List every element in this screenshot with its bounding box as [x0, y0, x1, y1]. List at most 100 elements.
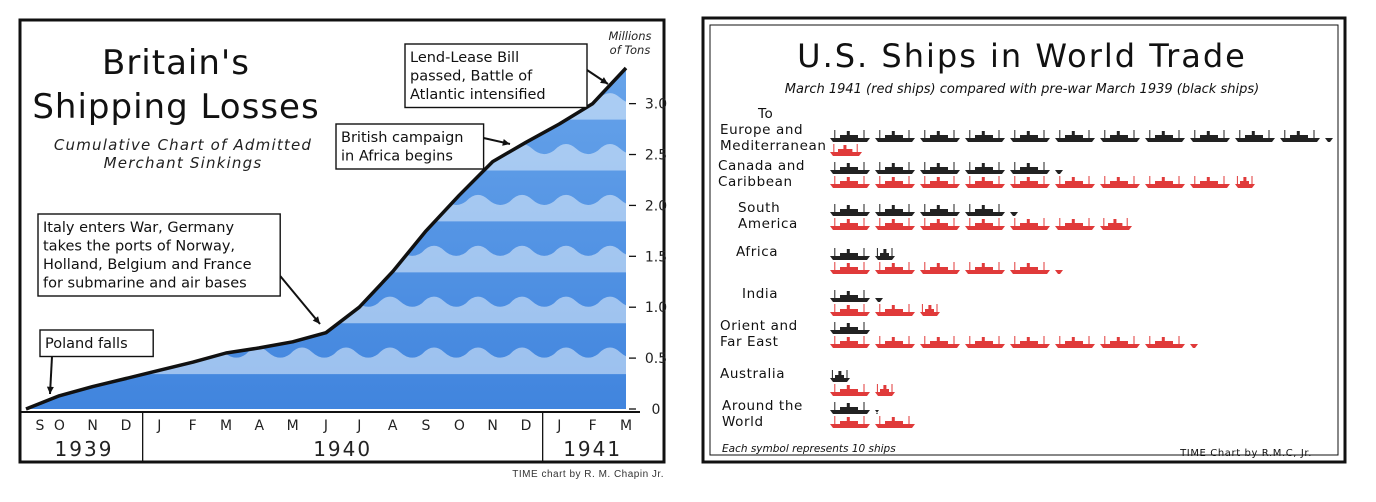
ship-symbol [1145, 336, 1185, 348]
ship-symbol [830, 402, 870, 414]
annotation-text: passed, Battle of [410, 69, 533, 85]
category-label: Orient and [720, 318, 798, 334]
ship-symbol [920, 162, 960, 174]
ship-symbol [1235, 130, 1275, 142]
ship-hull [1235, 138, 1275, 142]
month-label: M [287, 418, 299, 434]
ship-symbol [1010, 176, 1050, 188]
ship-funnel [883, 385, 887, 389]
ship-hull [1190, 138, 1230, 142]
ship-deck [840, 295, 858, 298]
ship-hull [875, 312, 915, 316]
ship-hull [965, 170, 1005, 174]
ship-hull [875, 298, 883, 302]
ship-symbol [1055, 218, 1095, 230]
annotation-text: Lend-Lease Bill [410, 50, 519, 66]
ship-hull [830, 392, 870, 396]
category-label: Mediterranean [720, 138, 827, 154]
ship-deck [930, 267, 948, 270]
ship-hull [1055, 138, 1095, 142]
month-label: D [521, 418, 532, 434]
ship-deck [835, 375, 844, 378]
arrow-head [502, 139, 510, 146]
ship-deck [885, 341, 903, 344]
ship-funnel [1116, 337, 1120, 341]
ship-hull [830, 312, 870, 316]
ship-symbol [875, 218, 915, 230]
ship-deck [1110, 135, 1128, 138]
month-label: J [156, 418, 161, 434]
ship-hull [1190, 184, 1230, 188]
ship-hull [1055, 344, 1095, 348]
ship-deck [880, 253, 889, 256]
month-label: J [356, 418, 361, 434]
ship-funnel [928, 305, 932, 309]
ship-hull [965, 212, 1005, 216]
ship-hull [1055, 226, 1095, 230]
ship-deck [840, 267, 858, 270]
ship-deck [930, 167, 948, 170]
ship-funnel [846, 385, 850, 389]
y-tick-label: 2.5 [645, 148, 667, 164]
ship-symbol [920, 204, 960, 216]
ship-funnel [891, 305, 895, 309]
category-label: Australia [720, 366, 785, 382]
ship-deck [885, 267, 903, 270]
ship-symbol [1055, 130, 1095, 142]
right-credit: TIME Chart by R.M.C, Jr. [1179, 448, 1312, 459]
ship-funnel [846, 163, 850, 167]
ship-deck [885, 421, 903, 424]
y-tick-label: 1.5 [645, 249, 667, 265]
ship-hull [920, 184, 960, 188]
ship-hull [1100, 226, 1132, 230]
ship-deck [885, 223, 903, 226]
ship-funnel [891, 219, 895, 223]
category-label: Africa [736, 244, 778, 260]
ship-funnel [936, 219, 940, 223]
ship-symbol [875, 416, 915, 428]
ship-symbol [875, 204, 915, 216]
y-tick-label: 1.0 [645, 300, 667, 316]
ship-symbol [920, 218, 960, 230]
ship-hull [1055, 170, 1063, 174]
annotation: British campaign in Africa begins [335, 123, 511, 170]
ship-symbol [830, 218, 870, 230]
month-label: D [121, 418, 132, 434]
month-label: N [487, 418, 497, 434]
ship-hull [875, 170, 915, 174]
ship-hull [1325, 138, 1333, 142]
ship-hull [830, 410, 870, 414]
ship-hull [1055, 270, 1063, 274]
ship-hull [875, 270, 915, 274]
ship-funnel [1026, 337, 1030, 341]
ship-symbol [875, 248, 895, 260]
ship-hull [1010, 226, 1050, 230]
ship-symbol [830, 248, 870, 260]
ship-symbol [1010, 130, 1050, 142]
ship-hull [920, 270, 960, 274]
ship-funnel [891, 263, 895, 267]
ship-symbol [1100, 130, 1140, 142]
ship-funnel [936, 205, 940, 209]
annotation-box [335, 123, 485, 170]
ship-hull [1145, 184, 1185, 188]
ship-deck [840, 389, 858, 392]
ship-deck [930, 341, 948, 344]
ship-hull [1010, 138, 1050, 142]
annotation-text: Italy enters War, Germany [43, 220, 234, 236]
ship-hull [875, 226, 915, 230]
right-panel-frame [701, 16, 1347, 464]
month-label: N [87, 418, 97, 434]
ship-deck [1110, 181, 1128, 184]
ship-funnel [846, 249, 850, 253]
ship-symbol [965, 204, 1005, 216]
ship-deck [1155, 181, 1173, 184]
ship-deck [885, 167, 903, 170]
annotation-box [404, 43, 588, 109]
ship-symbol [875, 262, 915, 274]
month-label: M [220, 418, 232, 434]
ship-deck [840, 327, 858, 330]
ship-deck [838, 149, 853, 152]
ship-symbol [875, 298, 883, 302]
